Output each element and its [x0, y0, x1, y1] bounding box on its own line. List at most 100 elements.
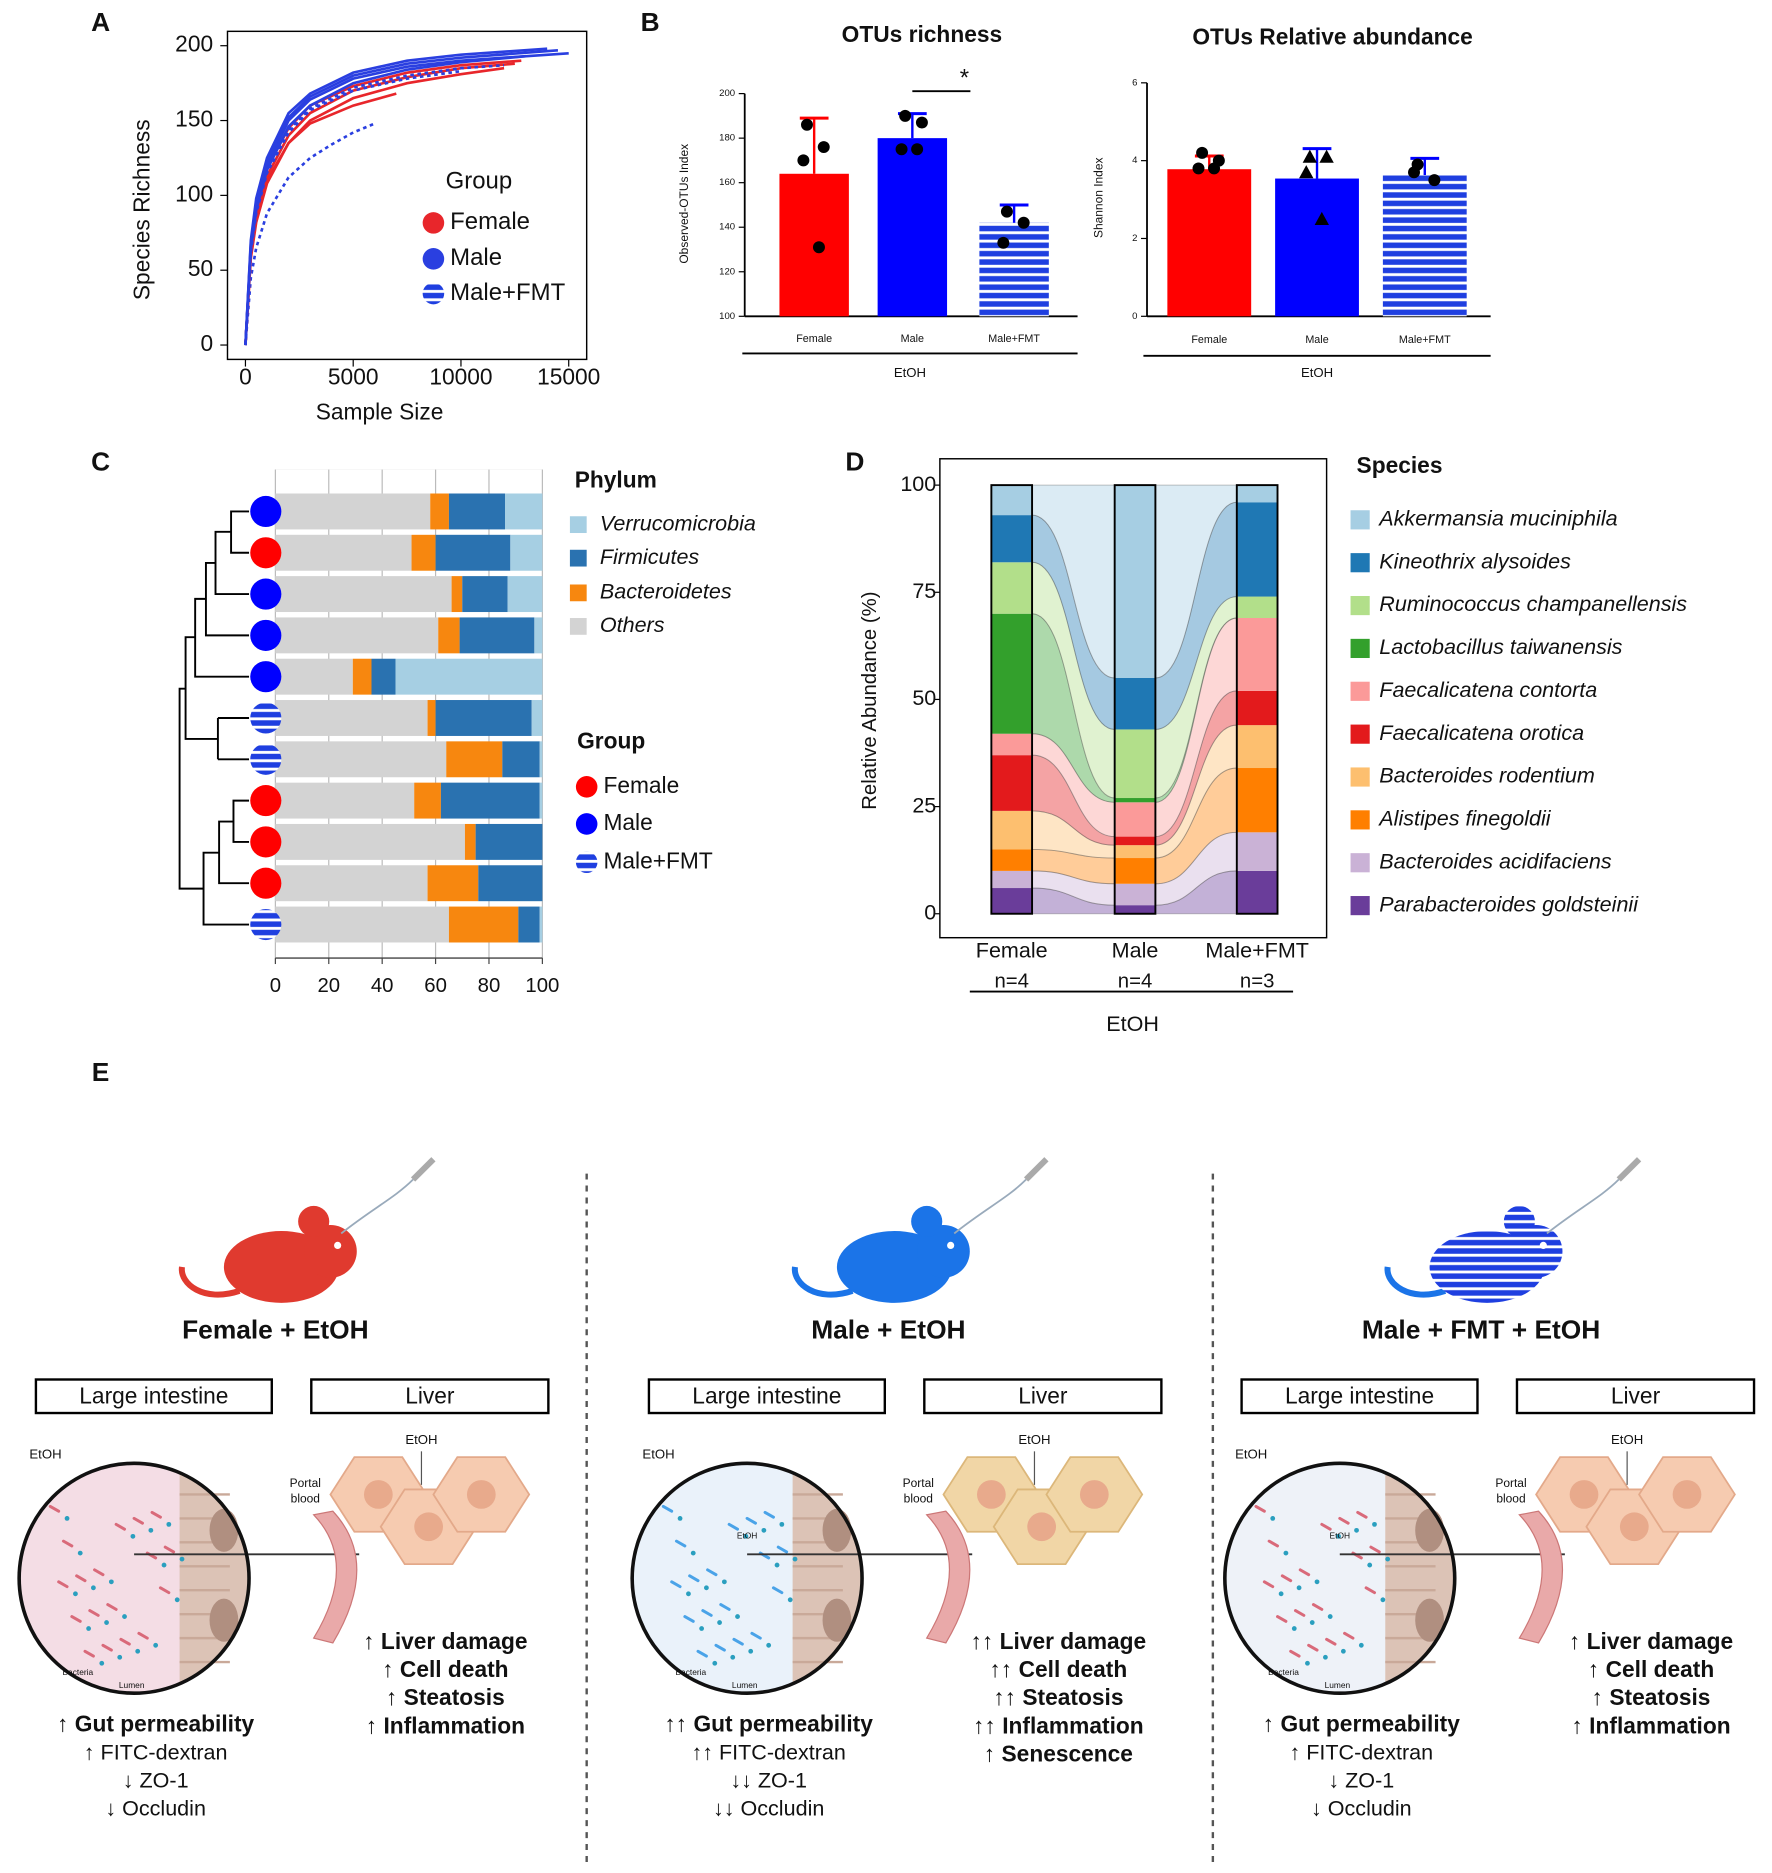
organ-label: Large intestine [79, 1382, 228, 1408]
legend-marker [422, 248, 445, 270]
nucleus [1415, 1508, 1444, 1552]
group-marker [250, 702, 282, 734]
ethanol-dot [1309, 1620, 1315, 1625]
small-label: Lumen [732, 1680, 758, 1690]
ethanol-dot [1278, 1591, 1284, 1597]
gut-effect: ↓ Occludin [105, 1796, 206, 1821]
bar-segment [504, 493, 543, 530]
hepatocyte-nucleus [976, 1480, 1006, 1509]
bacterium [1276, 1615, 1288, 1623]
bacterium [674, 1539, 687, 1548]
bar-segment [1236, 832, 1278, 871]
bar-segment [1114, 836, 1156, 846]
y-tick-label: 100 [175, 180, 213, 206]
hepatocyte-nucleus [1027, 1512, 1057, 1542]
hepatocyte-nucleus [414, 1512, 443, 1542]
data-point [1208, 162, 1221, 175]
bacterium [1307, 1643, 1319, 1652]
ethanol-dot [86, 1626, 91, 1631]
x-axis-label: Sample Size [316, 398, 444, 424]
legend-label: Bacteroides acidifaciens [1379, 848, 1612, 873]
bar-segment [371, 658, 396, 695]
mouse-ear [1503, 1205, 1535, 1238]
x-tick-label: 100 [525, 975, 559, 997]
bar-segment [1236, 485, 1278, 503]
data-point [1000, 205, 1013, 218]
rarefaction-curve [244, 92, 397, 346]
bar-segment [991, 810, 1033, 850]
gut-effect: ↑↑ FITC-dextran [691, 1739, 845, 1764]
ethanol-dot [135, 1648, 141, 1654]
ethanol-dot [704, 1585, 709, 1591]
bar-segment [991, 849, 1033, 871]
bar-segment [275, 741, 447, 778]
legend-swatch [569, 516, 587, 534]
organ-label: Liver [405, 1382, 455, 1408]
bacterium [101, 1643, 113, 1652]
liver-effect: ↑ Liver damage [1569, 1628, 1733, 1654]
ethanol-dot [677, 1515, 683, 1521]
organ-label: Large intestine [1285, 1382, 1434, 1408]
y-axis-label: Relative Abundance (%) [859, 591, 881, 809]
liver-effect: ↑ Steatosis [386, 1684, 505, 1710]
x-tick-label: 5000 [328, 364, 379, 390]
hepatocyte-nucleus [1619, 1512, 1649, 1542]
y-tick-label: 50 [188, 255, 213, 281]
bar-segment [275, 865, 428, 902]
y-tick-label: 200 [175, 31, 213, 57]
bacterium [670, 1580, 682, 1589]
legend-label: Others [600, 612, 665, 637]
x-tick-label: Male+FMT [1205, 938, 1309, 963]
y-tick-label: 25 [912, 792, 936, 817]
syringe [410, 1157, 436, 1182]
y-tick-label: 100 [719, 311, 735, 322]
liver-effect: ↑ Steatosis [1592, 1684, 1711, 1710]
hepatocyte-nucleus [1569, 1480, 1599, 1509]
legend-title: Species [1357, 452, 1443, 478]
y-tick-label: 180 [719, 133, 735, 144]
bacterium [114, 1522, 127, 1531]
group-marker [250, 908, 282, 941]
legend-marker [575, 851, 598, 874]
bacterium [132, 1516, 144, 1525]
chart-title: OTUs Relative abundance [1192, 24, 1472, 50]
x-tick-label: Female [1191, 334, 1227, 346]
bacterium [1280, 1574, 1293, 1583]
data-point [817, 141, 830, 154]
ethanol-dot [686, 1591, 691, 1597]
small-label: EtOH [1330, 1531, 1350, 1541]
bar-segment [275, 906, 449, 943]
legend-label: Bacteroides rodentium [1379, 763, 1595, 788]
bar-segment [1114, 798, 1156, 803]
bar-segment [352, 658, 372, 695]
bacterium [1320, 1522, 1332, 1531]
y-tick-label: 0 [924, 899, 936, 924]
data-point [1319, 149, 1334, 163]
mouse-head [304, 1225, 357, 1278]
legend-swatch [1350, 638, 1370, 659]
small-label: EtOH [737, 1531, 757, 1541]
x-tick-label: 0 [239, 364, 252, 390]
ethanol-dot [1372, 1521, 1377, 1527]
organ-box [310, 1378, 550, 1415]
bacterium [61, 1539, 74, 1548]
small-label: Portal [903, 1476, 934, 1490]
x-tick-label: Male+FMT [1399, 334, 1451, 346]
bar-segment [1114, 905, 1156, 914]
legend-marker [575, 813, 598, 835]
syringe [1023, 1157, 1049, 1182]
ethanol-dot [787, 1597, 793, 1603]
group-marker [250, 578, 282, 610]
bar-segment [464, 823, 476, 860]
chart-title: OTUs richness [842, 21, 1002, 47]
bacterium [1254, 1504, 1266, 1513]
bar [1275, 178, 1359, 317]
small-label: EtOH [405, 1432, 437, 1447]
bar-segment [430, 493, 449, 530]
group-label: EtOH [894, 365, 926, 380]
bacterium [1364, 1586, 1376, 1595]
x-tick-label: 20 [317, 975, 340, 997]
organ-box [647, 1378, 886, 1415]
bar-segment [475, 823, 543, 860]
bar-segment [411, 534, 436, 571]
